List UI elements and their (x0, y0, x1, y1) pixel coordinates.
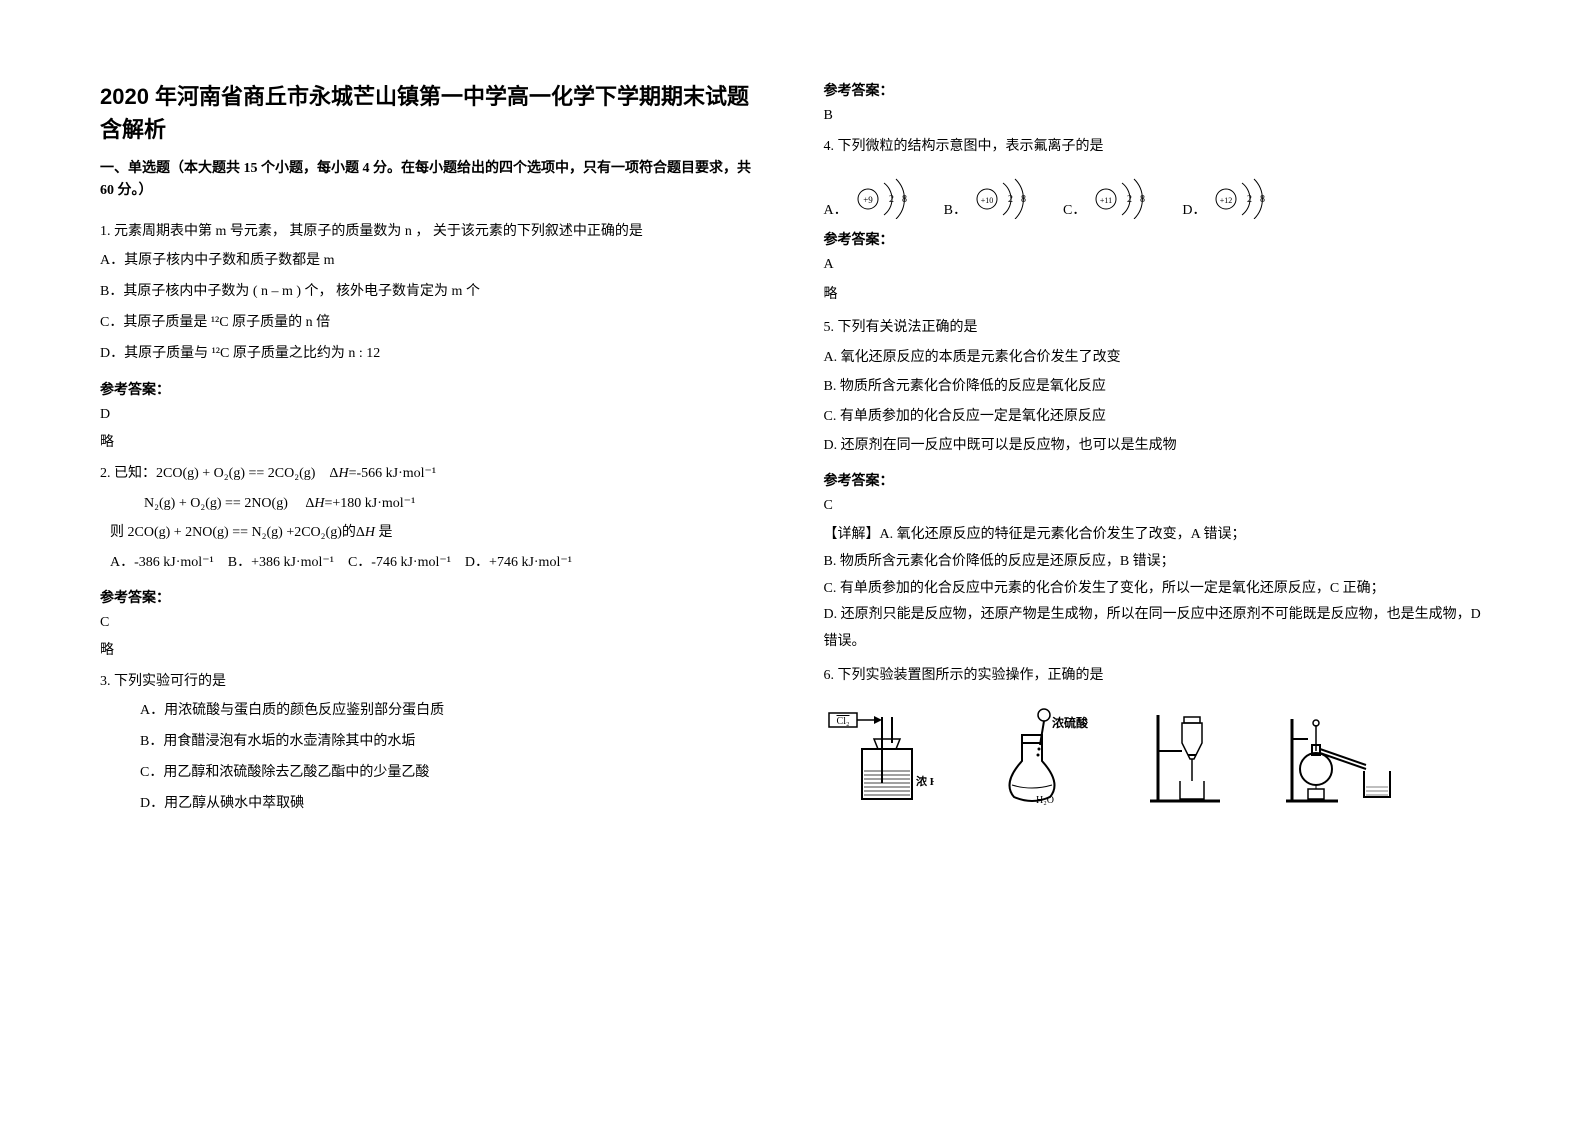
q5-stem: 5. 下列有关说法正确的是 (824, 313, 1488, 342)
left-column: 2020 年河南省商丘市永城芒山镇第一中学高一化学下学期期末试题含解析 一、单选… (100, 80, 764, 1082)
q1-opt-a: A．其原子核内中子数和质子数都是 m (100, 246, 764, 277)
q3-opt-b: B．用食醋浸泡有水垢的水壶清除其中的水垢 (100, 727, 764, 758)
right-column: 参考答案： B 4. 下列微粒的结构示意图中，表示氟离子的是 A． +9 2 8… (824, 80, 1488, 1082)
shell2-text: 8 (1140, 194, 1145, 205)
q5-opt-a: A. 氧化还原反应的本质是元素化合价发生了改变 (824, 343, 1488, 372)
q5-explain-d: D. 还原剂只能是反应物，还原产物是生成物，所以在同一反应中还原剂不可能既是反应… (824, 602, 1488, 655)
q5-explain-c: C. 有单质参加的化合反应中元素的化合价发生了变化，所以一定是氧化还原反应，C … (824, 576, 1488, 603)
apparatus-dilution-icon: 浓硫酸 H₂O (982, 705, 1092, 805)
q4-label-a: A． (824, 199, 848, 219)
h2o-label: H₂O (1036, 795, 1054, 805)
conc-h2so4-label: 浓硫酸 (1052, 715, 1089, 730)
q5-opt-d: D. 还原剂在同一反应中既可以是反应物，也可以是生成物 (824, 431, 1488, 460)
q2-l2b: =+180 kJ·mol⁻¹ (325, 496, 416, 511)
q3-stem: 3. 下列实验可行的是 (100, 667, 764, 696)
q1-opt-b: B．其原子核内中子数为 ( n – m ) 个， 核外电子数肯定为 m 个 (100, 277, 764, 308)
q2-l3a: 则 2CO(g) + 2NO(g) == N₂(g) +2CO₂(g)的Δ (110, 525, 365, 540)
q4-opt-a: A． +9 2 8 (824, 175, 914, 219)
q3-opt-c: C．用乙醇和浓硫酸除去乙酸乙酯中的少量乙酸 (100, 758, 764, 789)
q2-omit: 略 (100, 639, 764, 659)
q3-answer: B (824, 108, 1488, 124)
h2so4-label: 浓 H₂SO₄ (916, 774, 934, 788)
q5-explain-a: 【详解】A. 氧化还原反应的特征是元素化合价发生了改变，A 错误； (824, 522, 1488, 549)
apparatus-sep-funnel-icon (1140, 705, 1230, 805)
q3-opt-a: A．用浓硫酸与蛋白质的颜色反应鉴别部分蛋白质 (100, 696, 764, 727)
q5-opt-c: C. 有单质参加的化合反应一定是氧化还原反应 (824, 402, 1488, 431)
page-title: 2020 年河南省商丘市永城芒山镇第一中学高一化学下学期期末试题含解析 (100, 80, 764, 146)
q4-opt-d: D． +12 2 8 (1182, 175, 1272, 219)
q5-explain-b: B. 物质所含元素化合价降低的反应是还原反应，B 错误； (824, 549, 1488, 576)
q1-opt-d: D．其原子质量与 ¹²C 原子质量之比约为 n : 12 (100, 339, 764, 370)
apparatus-gas-drying-icon: Cl₂ 浓 H₂SO₄ (824, 705, 934, 805)
apparatus-distillation-icon (1278, 705, 1398, 805)
q2-line3: 则 2CO(g) + 2NO(g) == N₂(g) +2CO₂(g)的ΔH 是 (100, 518, 764, 547)
shell1-text: 2 (889, 194, 894, 205)
shell1-text: 2 (1247, 194, 1252, 205)
q6-apparatus-row: Cl₂ 浓 H₂SO₄ (824, 705, 1488, 805)
q2-l3b: 是 (375, 525, 393, 540)
q4-stem: 4. 下列微粒的结构示意图中，表示氟离子的是 (824, 132, 1488, 161)
q4-options-row: A． +9 2 8 B． +10 2 8 C． (824, 175, 1488, 219)
q2-answer: C (100, 615, 764, 631)
q2-line1: 2. 已知：2CO(g) + O₂(g) == 2CO₂(g) ΔH=-566 … (100, 459, 764, 488)
atom-icon: +10 2 8 (973, 175, 1033, 219)
shell2-text: 8 (1260, 194, 1265, 205)
q1-omit: 略 (100, 431, 764, 451)
shell1-text: 2 (1008, 194, 1013, 205)
q1-ans-label: 参考答案： (100, 379, 764, 399)
cl2-label: Cl₂ (836, 716, 849, 727)
atom-icon: +11 2 8 (1092, 175, 1152, 219)
q1-stem: 1. 元素周期表中第 m 号元素， 其原子的质量数为 n ， 关于该元素的下列叙… (100, 217, 764, 246)
shell1-text: 2 (1127, 194, 1132, 205)
nucleus-text: +9 (863, 195, 873, 205)
q4-answer: A (824, 257, 1488, 273)
q6-stem: 6. 下列实验装置图所示的实验操作，正确的是 (824, 661, 1488, 690)
q4-label-b: B． (944, 199, 967, 219)
q3-ans-label: 参考答案： (824, 80, 1488, 100)
q5-answer: C (824, 498, 1488, 514)
nucleus-text: +10 (981, 196, 994, 205)
nucleus-text: +12 (1220, 196, 1233, 205)
q4-label-c: C． (1063, 199, 1086, 219)
italic-h: H (365, 525, 375, 540)
atom-icon: +9 2 8 (854, 175, 914, 219)
q5-ans-label: 参考答案： (824, 470, 1488, 490)
section-heading: 一、单选题（本大题共 15 个小题，每小题 4 分。在每小题给出的四个选项中，只… (100, 158, 764, 203)
nucleus-text: +11 (1100, 196, 1112, 205)
italic-h: H (314, 496, 324, 511)
q5-opt-b: B. 物质所含元素化合价降低的反应是氧化反应 (824, 372, 1488, 401)
q2-l2a: N₂(g) + O₂(g) == 2NO(g) Δ (144, 496, 314, 511)
shell2-text: 8 (902, 194, 907, 205)
atom-icon: +12 2 8 (1212, 175, 1272, 219)
q2-l1a: 2. 已知：2CO(g) + O₂(g) == 2CO₂(g) Δ (100, 466, 338, 481)
q1-opt-c: C．其原子质量是 ¹²C 原子质量的 n 倍 (100, 308, 764, 339)
q4-ans-label: 参考答案： (824, 229, 1488, 249)
q1-answer: D (100, 407, 764, 423)
q4-omit: 略 (824, 283, 1488, 303)
shell2-text: 8 (1021, 194, 1026, 205)
q3-opt-d: D．用乙醇从碘水中萃取碘 (100, 789, 764, 820)
q2-ans-label: 参考答案： (100, 587, 764, 607)
q2-opts: A．-386 kJ·mol⁻¹ B．+386 kJ·mol⁻¹ C．-746 k… (100, 548, 764, 577)
q2-l1b: =-566 kJ·mol⁻¹ (349, 466, 437, 481)
italic-h: H (338, 466, 348, 481)
q4-opt-c: C． +11 2 8 (1063, 175, 1152, 219)
q4-opt-b: B． +10 2 8 (944, 175, 1033, 219)
q4-label-d: D． (1182, 199, 1206, 219)
q2-line2: N₂(g) + O₂(g) == 2NO(g) ΔH=+180 kJ·mol⁻¹ (100, 489, 764, 518)
